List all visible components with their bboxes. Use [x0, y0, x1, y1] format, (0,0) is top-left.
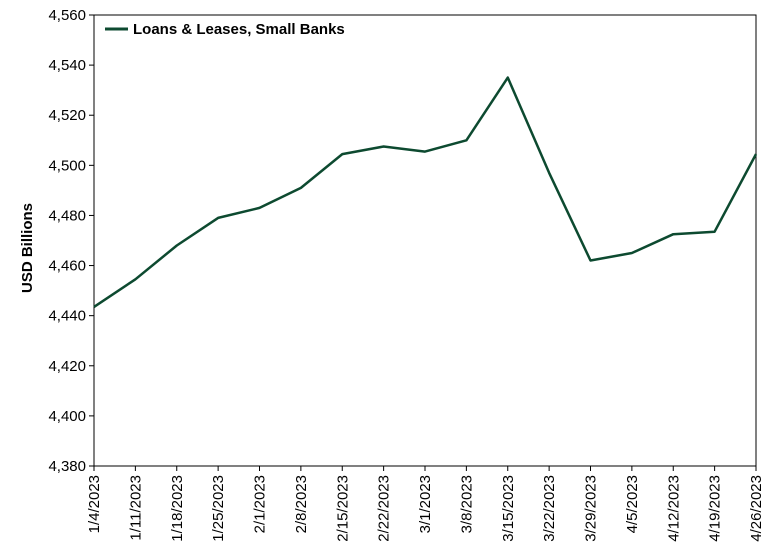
x-tick-label: 1/11/2023: [127, 475, 144, 541]
y-tick-label: 4,380: [48, 458, 86, 475]
x-tick-label: 4/26/2023: [748, 475, 765, 542]
x-tick-label: 3/22/2023: [541, 475, 558, 542]
y-tick-label: 4,420: [48, 358, 86, 375]
x-tick-label: 4/12/2023: [665, 475, 682, 542]
series-group: [93, 76, 758, 308]
x-tick-label: 3/8/2023: [458, 475, 475, 533]
x-tick-label: 3/29/2023: [583, 475, 600, 542]
x-tick-label: 2/1/2023: [252, 475, 269, 533]
x-axis: 1/4/2023 1/11/2023 1/18/2023 1/25/2023 2/1/2…: [86, 466, 765, 542]
y-tick-label: 4,440: [48, 308, 86, 325]
legend: Loans & Leases, Small Banks: [105, 21, 345, 38]
x-tick-label: 2/8/2023: [293, 475, 310, 533]
x-tick-label: 4/19/2023: [707, 475, 724, 542]
x-tick-label: 2/22/2023: [376, 475, 393, 542]
x-tick-label: 3/15/2023: [500, 475, 517, 542]
y-tick-label: 4,500: [48, 157, 86, 174]
series-line: [93, 76, 758, 308]
y-tick-label: 4,520: [48, 107, 86, 124]
x-tick-label: 3/1/2023: [417, 475, 434, 533]
x-tick-label: 1/4/2023: [86, 475, 103, 533]
y-tick-label: 4,540: [48, 57, 86, 74]
x-tick-label: 2/15/2023: [334, 475, 351, 542]
x-tick-label: 1/18/2023: [169, 475, 186, 542]
y-axis-title: USD Billions: [19, 203, 36, 293]
y-axis: 4,380 4,400 4,420 4,440 4,460 4,480 4,500 4,520…: [48, 7, 757, 475]
legend-label: Loans & Leases, Small Banks: [133, 21, 345, 38]
x-tick-label: 4/5/2023: [624, 475, 641, 533]
y-tick-label: 4,400: [48, 408, 86, 425]
y-tick-label: 4,560: [48, 7, 86, 24]
x-tick-label: 1/25/2023: [210, 475, 227, 542]
y-tick-label: 4,480: [48, 207, 86, 224]
y-tick-label: 4,460: [48, 258, 86, 275]
